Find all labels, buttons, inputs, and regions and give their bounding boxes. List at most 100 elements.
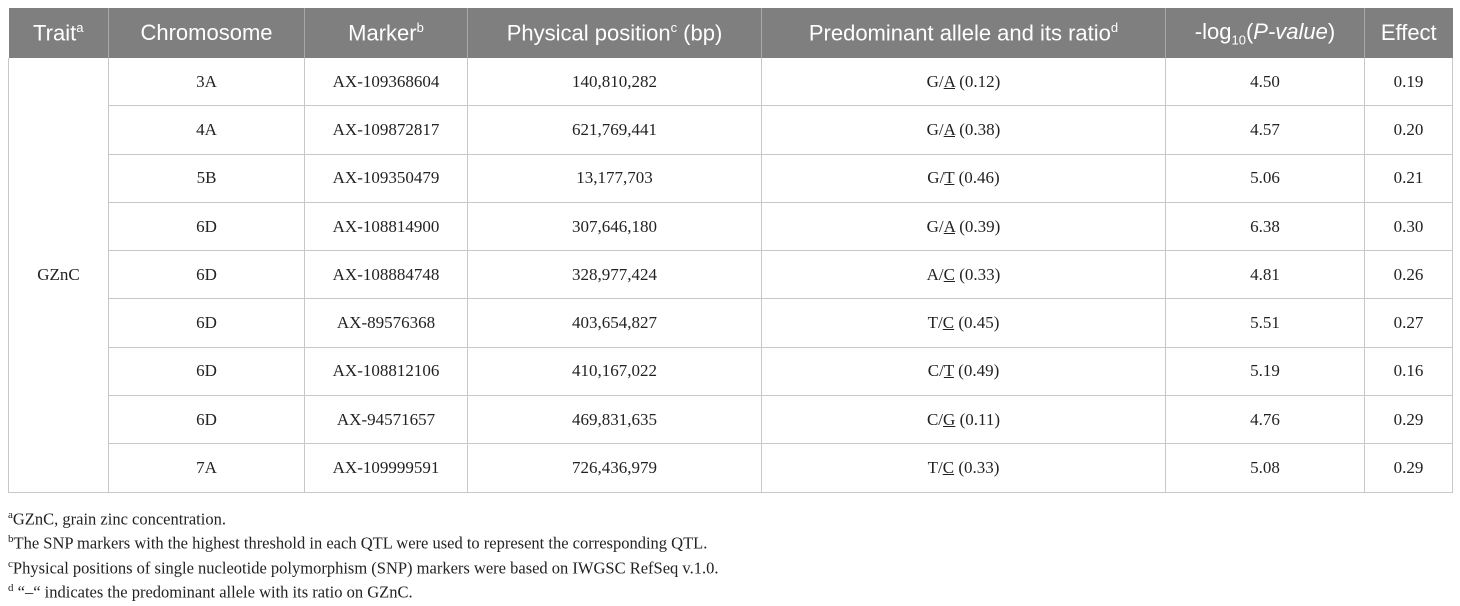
allele-cell: T/C (0.45) [761, 298, 1166, 348]
effect-cell: 0.21 [1364, 154, 1453, 203]
effect-cell: 0.27 [1364, 298, 1453, 348]
header-allele: Predominant allele and its ratiod [761, 8, 1166, 58]
predominant-allele: G [943, 409, 956, 429]
footnote: aGZnC, grain zinc concentration. [8, 503, 1452, 529]
allele-cell: T/C (0.33) [761, 443, 1166, 493]
allele-ratio: (0.33) [955, 264, 1001, 284]
position-cell: 469,831,635 [467, 395, 762, 445]
position-cell: 403,654,827 [467, 298, 762, 348]
chromosome-cell: 5B [108, 154, 305, 203]
effect-cell: 0.29 [1364, 443, 1453, 493]
chromosome-cell: 4A [108, 105, 305, 155]
allele-cell: C/T (0.49) [761, 347, 1166, 397]
header-chromosome: Chromosome [108, 8, 305, 58]
table-row: 4A AX-109872817 621,769,441 G/A (0.38) 4.57 0… [9, 105, 1453, 155]
logp-cell: 5.06 [1165, 154, 1365, 203]
chromosome-cell: 6D [108, 250, 305, 300]
marker-cell: AX-108812106 [304, 347, 468, 397]
allele-pair: A/ [926, 264, 944, 284]
position-cell: 140,810,282 [467, 58, 762, 107]
predominant-allele: A [943, 71, 955, 91]
trait-cell: GZnC [8, 58, 109, 493]
predominant-allele: A [943, 119, 955, 139]
table-row: 6D AX-108814900 307,646,180 G/A (0.39) 6.38 0… [9, 202, 1453, 252]
allele-pair: G/ [926, 119, 944, 139]
predominant-allele: T [944, 168, 955, 188]
logp-cell: 4.76 [1165, 395, 1365, 445]
chromosome-cell: 6D [108, 202, 305, 252]
position-cell: 410,167,022 [467, 347, 762, 397]
predominant-allele: C [942, 313, 955, 333]
effect-cell: 0.29 [1364, 395, 1453, 445]
allele-cell: A/C (0.33) [761, 250, 1166, 300]
allele-ratio: (0.38) [955, 119, 1001, 139]
position-cell: 726,436,979 [467, 443, 762, 493]
chromosome-cell: 6D [108, 347, 305, 397]
logp-cell: 5.08 [1165, 443, 1365, 493]
header-marker: Markerb [304, 8, 468, 58]
allele-cell: G/A (0.39) [761, 202, 1166, 252]
footnote-text: Physical positions of single nucleotide … [12, 558, 719, 578]
allele-pair: T/ [927, 458, 943, 478]
allele-pair: T/ [927, 313, 943, 333]
predominant-allele: T [943, 361, 954, 381]
effect-cell: 0.16 [1364, 347, 1453, 397]
header-trait: Traita [8, 8, 109, 58]
marker-cell: AX-94571657 [304, 395, 468, 445]
header-effect: Effect [1364, 8, 1453, 58]
effect-cell: 0.26 [1364, 250, 1453, 300]
allele-ratio: (0.11) [955, 409, 1001, 429]
table-row: GZnC 3A AX-109368604 140,810,282 G/A (0.12) 4… [8, 58, 1453, 493]
chromosome-cell: 7A [108, 443, 305, 493]
predominant-allele: C [942, 458, 955, 478]
header-position: Physical positionc (bp) [467, 8, 762, 58]
table-row: 6D AX-94571657 469,831,635 C/G (0.11) 4.76 0.… [9, 395, 1453, 445]
allele-cell: G/A (0.38) [761, 105, 1166, 155]
chromosome-cell: 3A [108, 58, 305, 107]
logp-cell: 4.50 [1165, 58, 1365, 107]
marker-cell: AX-109350479 [304, 154, 468, 203]
allele-pair: C/ [926, 409, 944, 429]
marker-cell: AX-109872817 [304, 105, 468, 155]
table-body: GZnC 3A AX-109368604 140,810,282 G/A (0.12) 4… [8, 58, 1453, 493]
allele-ratio: (0.45) [954, 313, 1000, 333]
allele-cell: C/G (0.11) [761, 395, 1166, 445]
predominant-allele: A [943, 216, 955, 236]
logp-cell: 4.81 [1165, 250, 1365, 300]
allele-ratio: (0.49) [953, 361, 1000, 381]
marker-cell: AX-108884748 [304, 250, 468, 300]
chromosome-cell: 6D [108, 298, 305, 348]
position-cell: 328,977,424 [467, 250, 762, 300]
allele-pair: C/ [927, 361, 944, 381]
allele-cell: G/T (0.46) [761, 154, 1166, 203]
allele-pair: G/ [926, 216, 944, 236]
allele-ratio: (0.46) [954, 168, 1000, 188]
marker-cell: AX-89576368 [304, 298, 468, 348]
logp-cell: 6.38 [1165, 202, 1365, 252]
effect-cell: 0.30 [1364, 202, 1453, 252]
footnote: bThe SNP markers with the highest thresh… [8, 527, 1452, 553]
footnote-marker: a [8, 508, 13, 521]
footnote-text: “–“ indicates the predominant allele wit… [13, 582, 413, 602]
position-cell: 621,769,441 [467, 105, 762, 155]
table-row: 6D AX-108812106 410,167,022 C/T (0.49) 5.19 0… [9, 347, 1453, 397]
marker-cell: AX-109999591 [304, 443, 468, 493]
predominant-allele: C [943, 264, 955, 284]
table-row: 7A AX-109999591 726,436,979 T/C (0.33) 5.08 0… [9, 443, 1453, 493]
header-row: Traita Chromosome Markerb Physical posit… [8, 8, 1453, 58]
table-container: Traita Chromosome Markerb Physical posit… [8, 8, 1453, 602]
effect-cell: 0.19 [1364, 58, 1453, 107]
footnote: d “–“ indicates the predominant allele w… [8, 576, 1452, 602]
footnote-marker: b [8, 533, 14, 546]
allele-ratio: (0.33) [954, 458, 1000, 478]
logp-cell: 4.57 [1165, 105, 1365, 155]
footnote-text: GZnC, grain zinc concentration. [12, 509, 226, 529]
table-row: 6D AX-108884748 328,977,424 A/C (0.33) 4.81 0… [9, 250, 1453, 300]
footnote: cPhysical positions of single nucleotide… [8, 552, 1452, 578]
header-logp: -log10(P-value) [1165, 8, 1365, 58]
position-cell: 307,646,180 [467, 202, 762, 252]
chromosome-cell: 6D [108, 395, 305, 445]
footnotes: aGZnC, grain zinc concentration. bThe SNP… [8, 503, 1452, 602]
allele-pair: G/ [926, 71, 944, 91]
allele-ratio: (0.39) [955, 216, 1001, 236]
